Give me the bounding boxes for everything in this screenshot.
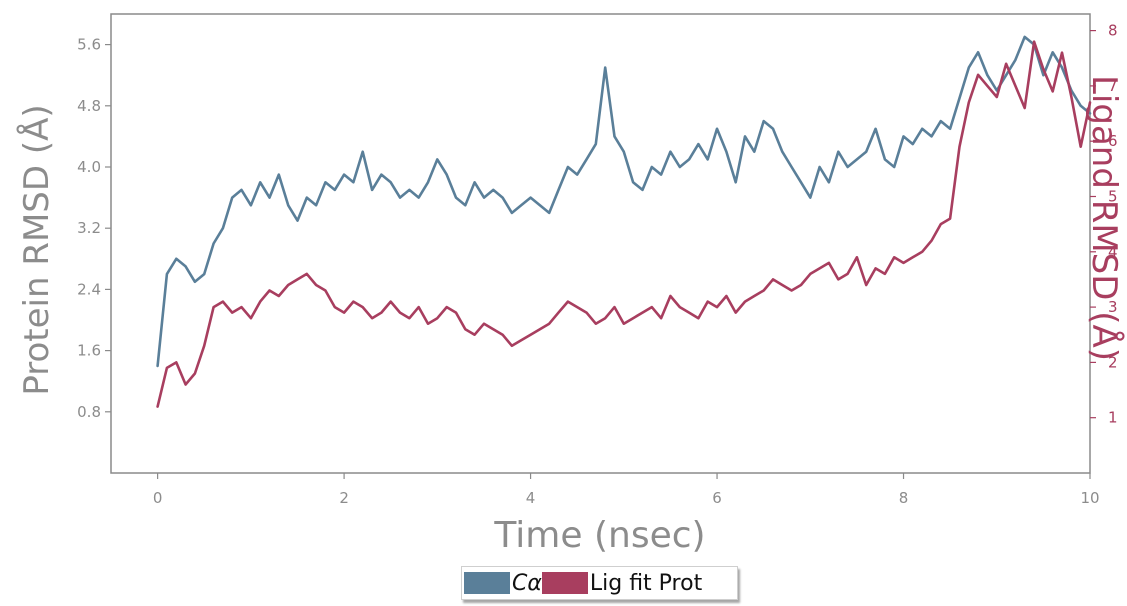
x-axis-ticks: 0 2 4 6 8 10 <box>153 473 1100 507</box>
y-axis-right-label: Ligand RMSD (Å) <box>1084 75 1125 361</box>
legend-swatch-lig <box>541 572 588 594</box>
y-left-tick-label: 4.0 <box>77 158 101 176</box>
legend-label-ca: Cα <box>512 570 542 596</box>
y-right-tick-label: 5 <box>1108 187 1118 205</box>
x-tick-label: 6 <box>712 489 722 507</box>
y-axis-right-ticks: 1 2 3 4 5 6 7 8 <box>1090 22 1118 427</box>
y-right-tick-label: 8 <box>1108 22 1118 40</box>
legend-label-lig: Lig fit Prot <box>589 570 703 596</box>
x-tick-label: 2 <box>339 489 349 507</box>
x-tick-label: 0 <box>153 489 163 507</box>
y-right-tick-label: 2 <box>1108 353 1118 371</box>
y-left-tick-label: 0.8 <box>77 403 101 421</box>
y-right-tick-label: 4 <box>1108 243 1118 261</box>
y-axis-left-label: Protein RMSD (Å) <box>16 104 57 395</box>
legend-swatch-ca <box>464 572 510 594</box>
y-left-tick-label: 5.6 <box>77 36 101 54</box>
y-left-tick-label: 1.6 <box>77 342 101 360</box>
y-right-tick-label: 6 <box>1108 132 1118 150</box>
y-axis-left-ticks: 0.8 1.6 2.4 3.2 4.0 4.8 5.6 <box>77 36 111 421</box>
legend: Cα Lig fit Prot <box>461 566 738 600</box>
legend-entry-lig: Lig fit Prot <box>541 570 703 596</box>
plot-frame <box>110 13 1091 474</box>
x-tick-label: 4 <box>526 489 536 507</box>
series-line-lig-fit-prot <box>156 40 1092 408</box>
x-tick-label: 10 <box>1080 489 1099 507</box>
y-right-tick-label: 7 <box>1108 77 1118 95</box>
series-layer <box>156 35 1092 408</box>
x-axis-label: Time (nsec) <box>493 515 705 556</box>
x-tick-label: 8 <box>899 489 909 507</box>
y-right-tick-label: 1 <box>1108 409 1118 427</box>
y-left-tick-label: 3.2 <box>77 219 101 237</box>
y-left-tick-label: 4.8 <box>77 97 101 115</box>
y-right-tick-label: 3 <box>1108 298 1118 316</box>
y-left-tick-label: 2.4 <box>77 280 101 298</box>
legend-entry-ca: Cα <box>464 571 542 596</box>
series-line-ca <box>156 35 1092 368</box>
